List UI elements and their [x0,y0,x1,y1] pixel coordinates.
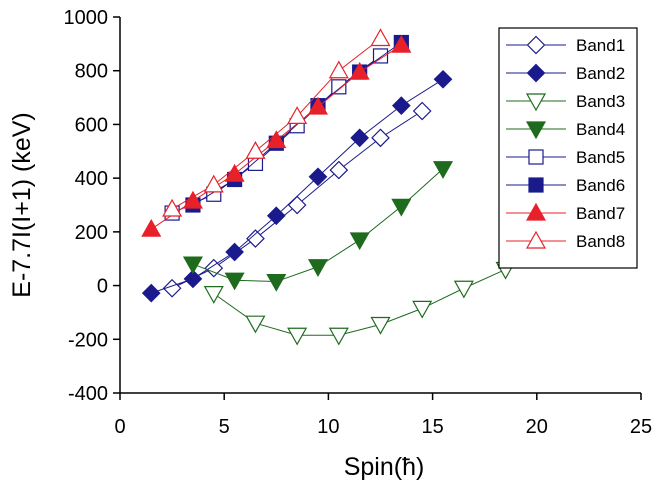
series-band4 [182,161,454,292]
legend-item-band2: Band2 [506,63,625,83]
data-point [204,258,224,278]
x-tick-label: 10 [317,416,339,438]
data-point [287,195,307,215]
data-point [203,286,224,304]
x-ticks: 0 5 10 15 20 25 [114,393,652,438]
data-point [350,128,370,148]
y-tick-label: 800 [75,61,108,83]
legend-box [498,27,638,269]
data-point [141,283,161,303]
data-point [328,327,349,346]
data-point [331,79,347,95]
data-point [224,272,245,291]
x-tick-label: 15 [421,416,443,438]
legend-item-band1: Band1 [506,35,625,55]
data-point [328,60,349,79]
data-point [391,34,412,53]
data-point [287,106,308,124]
data-point [182,256,203,275]
y-tick-label: 600 [75,114,108,136]
data-point [370,316,391,335]
legend-item-band3: Band3 [506,92,625,112]
legend-label: Band3 [576,92,625,111]
legend-item-band6: Band6 [506,176,625,195]
legend: Band1 Band2 Band3 Band4 Band5 Band6 Band7 Band8 [498,27,638,269]
y-tick-label: -200 [68,329,108,351]
series-line [213,269,506,336]
data-point [307,96,329,115]
x-tick-label: 0 [114,416,125,438]
series-line [171,38,381,210]
data-point [391,96,411,115]
series-band7 [141,34,412,237]
data-point [412,101,432,121]
data-point [391,198,412,217]
y-tick-label: -400 [68,383,108,405]
y-tick-label: 0 [97,276,108,298]
data-point [266,273,287,292]
data-point [162,198,183,217]
series-band3 [203,261,516,346]
legend-marker [525,202,547,221]
data-point [203,174,224,193]
data-point [141,218,162,237]
data-point [183,269,203,289]
data-point [432,161,454,179]
legend-marker [525,230,547,249]
legend-marker [526,63,546,83]
plot-frame [119,17,641,394]
data-point [225,242,244,262]
series-band8 [162,28,391,217]
data-point [349,61,370,80]
data-point [224,163,245,182]
data-point [307,259,329,277]
legend-item-band5: Band5 [506,148,625,167]
data-point [245,141,266,159]
legend-item-band4: Band4 [506,120,625,140]
data-point [287,327,308,346]
data-point [412,300,433,319]
data-point [371,128,390,148]
data-point [266,130,287,149]
legend-label: Band8 [576,232,625,251]
data-point [308,167,328,187]
data-point [453,280,474,299]
legend-item-band8: Band8 [506,230,625,251]
series-layer [141,28,516,346]
series-band2 [141,69,453,303]
data-point [349,232,370,251]
legend-item-band7: Band7 [506,202,625,223]
legend-label: Band7 [576,204,625,223]
legend-marker [526,35,546,55]
y-tick-label: 1000 [64,7,109,29]
legend-label: Band1 [576,36,625,55]
legend-label: Band4 [576,120,625,139]
series-line [151,78,444,294]
legend-marker [528,149,544,165]
data-point [246,229,265,248]
y-ticks: -400 -200 0 200 400 600 800 1000 [64,7,120,405]
legend-label: Band2 [576,64,625,83]
legend-marker [525,121,547,140]
legend-label: Band6 [576,176,625,195]
y-tick-label: 200 [75,222,108,244]
legend-marker [528,177,544,193]
data-point [370,28,391,47]
x-tick-label: 20 [526,416,548,438]
x-tick-label: 25 [630,416,652,438]
y-axis-title: E-7.7I(I+1) (keV) [8,112,36,297]
data-point [245,315,266,334]
legend-marker [525,93,547,112]
series-band1 [162,101,432,298]
data-point [266,206,286,226]
data-point [329,160,349,180]
legend-label: Band5 [576,148,625,167]
x-tick-label: 5 [219,416,230,438]
x-axis-title: Spin(ħ) [344,453,425,481]
y-tick-label: 400 [75,168,108,190]
data-point [433,69,453,89]
